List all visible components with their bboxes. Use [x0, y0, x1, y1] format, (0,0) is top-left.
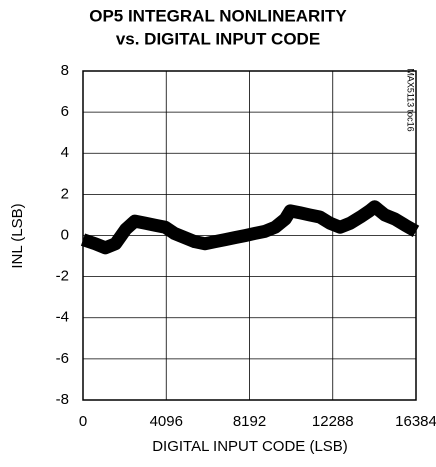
x-tick-label: 16384 — [395, 413, 436, 430]
y-tick-label: 6 — [61, 103, 69, 120]
annotation: MAX5113 toc16 — [406, 68, 416, 131]
y-axis-label: INL (LSB) — [9, 203, 26, 268]
x-tick-label: 12288 — [312, 413, 354, 430]
chart-subtitle: vs. DIGITAL INPUT CODE — [116, 29, 320, 48]
y-tick-label: -4 — [56, 309, 69, 326]
y-tick-label: -2 — [56, 268, 69, 285]
x-tick-label: 0 — [79, 413, 87, 430]
chart-title: OP5 INTEGRAL NONLINEARITY — [89, 6, 347, 25]
y-tick-label: 4 — [61, 144, 69, 161]
y-tick-label: 2 — [61, 185, 69, 202]
plot-frame — [82, 70, 417, 401]
y-tick-label: 8 — [61, 62, 69, 79]
y-tick-label: -6 — [56, 350, 69, 367]
x-tick-label: 8192 — [233, 413, 266, 430]
x-tick-label: 4096 — [150, 413, 183, 430]
y-tick-label: -8 — [56, 391, 69, 408]
x-axis-label: DIGITAL INPUT CODE (LSB) — [152, 438, 348, 455]
data-line — [80, 200, 420, 255]
y-tick-label: 0 — [61, 226, 69, 243]
